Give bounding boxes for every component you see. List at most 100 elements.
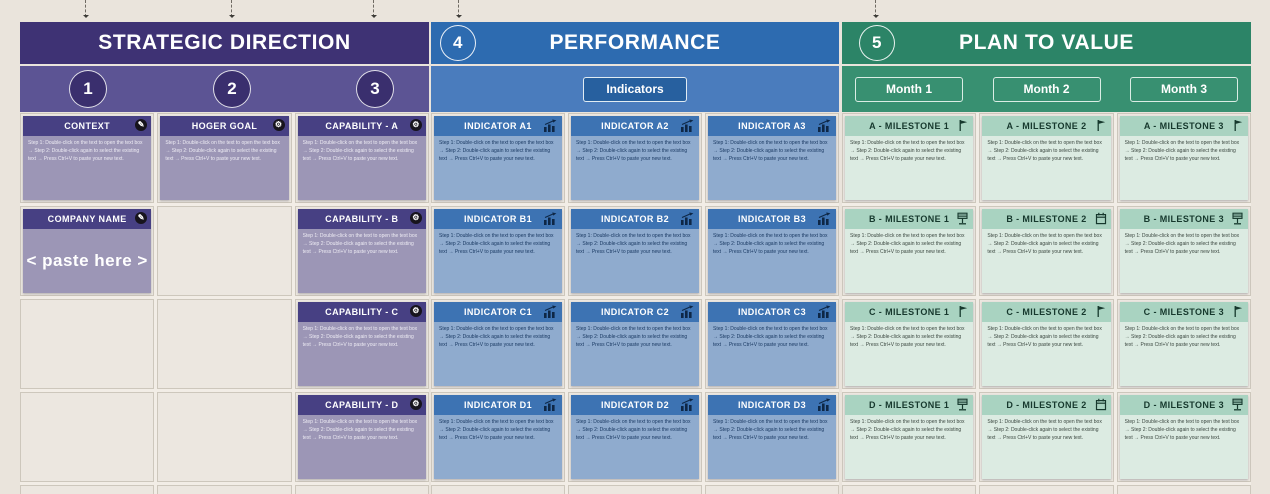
card-instruction-text[interactable]: Step 1: Double-click on the text to open… <box>1119 415 1248 479</box>
card-capability-a[interactable]: CAPABILITY - A ⚙ Step 1: Double-click on t… <box>297 116 426 200</box>
card-title[interactable]: INDICATOR A2 <box>601 121 669 131</box>
card-title[interactable]: INDICATOR B3 <box>738 214 806 224</box>
card-instruction-text[interactable]: Step 1: Double-click on the text to open… <box>1119 229 1248 293</box>
card-title[interactable]: CAPABILITY - D <box>325 400 399 410</box>
card-title[interactable]: HOGER GOAL <box>191 121 258 131</box>
card-instruction-text[interactable]: Step 1: Double-click on the text to open… <box>1119 136 1248 200</box>
card-a-milestone-2[interactable]: A - MILESTONE 2 Step 1: Double-click on t… <box>982 116 1111 200</box>
card-title[interactable]: INDICATOR C1 <box>464 307 532 317</box>
card-instruction-text[interactable]: Step 1: Double-click on the text to open… <box>845 322 974 386</box>
finish-flag-icon[interactable] <box>956 398 969 411</box>
card-d-milestone-3[interactable]: D - MILESTONE 3 Step 1: Double-click on t… <box>1119 395 1248 479</box>
card-instruction-text[interactable]: Step 1: Double-click on the text to open… <box>982 136 1111 200</box>
card-title[interactable]: C - MILESTONE 1 <box>868 307 950 317</box>
card-b-milestone-1[interactable]: B - MILESTONE 1 Step 1: Double-click on t… <box>845 209 974 293</box>
card-instruction-text[interactable]: Step 1: Double-click on the text to open… <box>1119 322 1248 386</box>
card-instruction-text[interactable]: Step 1: Double-click on the text to open… <box>434 136 562 200</box>
finish-flag-icon[interactable] <box>1231 398 1244 411</box>
card-title[interactable]: INDICATOR D1 <box>464 400 532 410</box>
card-indicator-d1[interactable]: INDICATOR D1 Step 1: Double-click on the … <box>434 395 562 479</box>
flag-icon[interactable] <box>1232 119 1244 132</box>
card-c-milestone-1[interactable]: C - MILESTONE 1 Step 1: Double-click on t… <box>845 302 974 386</box>
card-instruction-text[interactable]: Step 1: Double-click on the text to open… <box>708 136 836 200</box>
bar-chart-icon[interactable] <box>817 398 832 411</box>
month-2-button[interactable]: Month 2 <box>992 76 1101 102</box>
pen-icon[interactable]: ✎ <box>135 212 148 224</box>
card-instruction-text[interactable]: Step 1: Double-click on the text to open… <box>982 322 1111 386</box>
card-indicator-a1[interactable]: INDICATOR A1 Step 1: Double-click on the … <box>434 116 562 200</box>
card-instruction-text[interactable]: Step 1: Double-click on the text to open… <box>571 322 699 386</box>
card-hoger-goal[interactable]: HOGER GOAL ⚙ Step 1: Double-click on the t… <box>160 116 289 200</box>
card-instruction-text[interactable]: Step 1: Double-click on the text to open… <box>434 322 562 386</box>
card-title[interactable]: D - MILESTONE 3 <box>1143 400 1224 410</box>
card-title[interactable]: INDICATOR C2 <box>601 307 669 317</box>
card-c-milestone-2[interactable]: C - MILESTONE 2 Step 1: Double-click on t… <box>982 302 1111 386</box>
bar-chart-icon[interactable] <box>680 119 695 132</box>
finish-flag-icon[interactable] <box>1231 212 1244 225</box>
card-title[interactable]: C - MILESTONE 3 <box>1143 307 1224 317</box>
card-indicator-a2[interactable]: INDICATOR A2 Step 1: Double-click on the … <box>571 116 699 200</box>
card-instruction-text[interactable]: Step 1: Double-click on the text to open… <box>297 229 426 293</box>
card-instruction-text[interactable]: Step 1: Double-click on the text to open… <box>845 136 974 200</box>
card-instruction-text[interactable]: Step 1: Double-click on the text to open… <box>23 136 152 200</box>
month-1-button[interactable]: Month 1 <box>855 76 963 102</box>
card-indicator-b1[interactable]: INDICATOR B1 Step 1: Double-click on the … <box>434 209 562 293</box>
bar-chart-icon[interactable] <box>817 212 832 225</box>
gear-icon[interactable]: ⚙ <box>409 119 422 131</box>
card-instruction-text[interactable]: Step 1: Double-click on the text to open… <box>708 229 836 293</box>
card-title[interactable]: INDICATOR A3 <box>738 121 806 131</box>
gear-icon[interactable]: ⚙ <box>409 305 422 317</box>
card-instruction-text[interactable]: Step 1: Double-click on the text to open… <box>982 229 1111 293</box>
card-title[interactable]: D - MILESTONE 2 <box>1006 400 1087 410</box>
card-title[interactable]: INDICATOR D2 <box>601 400 669 410</box>
card-title[interactable]: CAPABILITY - A <box>325 121 399 131</box>
calendar-icon[interactable] <box>1095 398 1107 411</box>
card-d-milestone-1[interactable]: D - MILESTONE 1 Step 1: Double-click on t… <box>845 395 974 479</box>
card-title[interactable]: A - MILESTONE 1 <box>869 121 950 131</box>
card-instruction-text[interactable]: Step 1: Double-click on the text to open… <box>708 415 836 479</box>
bar-chart-icon[interactable] <box>817 305 832 318</box>
flag-icon[interactable] <box>1095 119 1107 132</box>
card-title[interactable]: A - MILESTONE 2 <box>1006 121 1087 131</box>
card-title[interactable]: INDICATOR B1 <box>464 214 532 224</box>
card-instruction-text[interactable]: Step 1: Double-click on the text to open… <box>297 322 426 386</box>
card-indicator-d3[interactable]: INDICATOR D3 Step 1: Double-click on the … <box>708 395 836 479</box>
card-indicator-c2[interactable]: INDICATOR C2 Step 1: Double-click on the … <box>571 302 699 386</box>
card-indicator-b3[interactable]: INDICATOR B3 Step 1: Double-click on the … <box>708 209 836 293</box>
finish-flag-icon[interactable] <box>956 212 969 225</box>
card-title[interactable]: CAPABILITY - B <box>325 214 399 224</box>
card-title[interactable]: INDICATOR A1 <box>464 121 532 131</box>
gear-icon[interactable]: ⚙ <box>409 212 422 224</box>
flag-icon[interactable] <box>1095 305 1107 318</box>
card-instruction-text[interactable]: Step 1: Double-click on the text to open… <box>571 229 699 293</box>
paste-here-text[interactable]: < paste here > <box>23 229 152 293</box>
card-title[interactable]: B - MILESTONE 1 <box>868 214 950 224</box>
card-title[interactable]: B - MILESTONE 3 <box>1143 214 1224 224</box>
flag-icon[interactable] <box>957 119 969 132</box>
card-instruction-text[interactable]: Step 1: Double-click on the text to open… <box>845 415 974 479</box>
card-b-milestone-2[interactable]: B - MILESTONE 2 Step 1: Double-click on t… <box>982 209 1111 293</box>
card-c-milestone-3[interactable]: C - MILESTONE 3 Step 1: Double-click on t… <box>1119 302 1248 386</box>
card-d-milestone-2[interactable]: D - MILESTONE 2 Step 1: Double-click on t… <box>982 395 1111 479</box>
card-instruction-text[interactable]: Step 1: Double-click on the text to open… <box>571 415 699 479</box>
card-instruction-text[interactable]: Step 1: Double-click on the text to open… <box>434 415 562 479</box>
card-indicator-a3[interactable]: INDICATOR A3 Step 1: Double-click on the … <box>708 116 836 200</box>
calendar-icon[interactable] <box>1095 212 1107 225</box>
flag-icon[interactable] <box>957 305 969 318</box>
card-title[interactable]: INDICATOR D3 <box>738 400 806 410</box>
card-capability-b[interactable]: CAPABILITY - B ⚙ Step 1: Double-click on t… <box>297 209 426 293</box>
bar-chart-icon[interactable] <box>680 212 695 225</box>
card-title[interactable]: INDICATOR C3 <box>738 307 806 317</box>
card-b-milestone-3[interactable]: B - MILESTONE 3 Step 1: Double-click on t… <box>1119 209 1248 293</box>
flag-icon[interactable] <box>1232 305 1244 318</box>
card-instruction-text[interactable]: Step 1: Double-click on the text to open… <box>297 136 426 200</box>
card-indicator-c3[interactable]: INDICATOR C3 Step 1: Double-click on the … <box>708 302 836 386</box>
card-title[interactable]: CAPABILITY - C <box>325 307 399 317</box>
bar-chart-icon[interactable] <box>543 398 558 411</box>
card-title[interactable]: A - MILESTONE 3 <box>1143 121 1224 131</box>
bar-chart-icon[interactable] <box>543 305 558 318</box>
bar-chart-icon[interactable] <box>680 305 695 318</box>
card-title[interactable]: INDICATOR B2 <box>601 214 669 224</box>
card-instruction-text[interactable]: Step 1: Double-click on the text to open… <box>297 415 426 479</box>
card-title[interactable]: CONTEXT <box>64 121 111 131</box>
